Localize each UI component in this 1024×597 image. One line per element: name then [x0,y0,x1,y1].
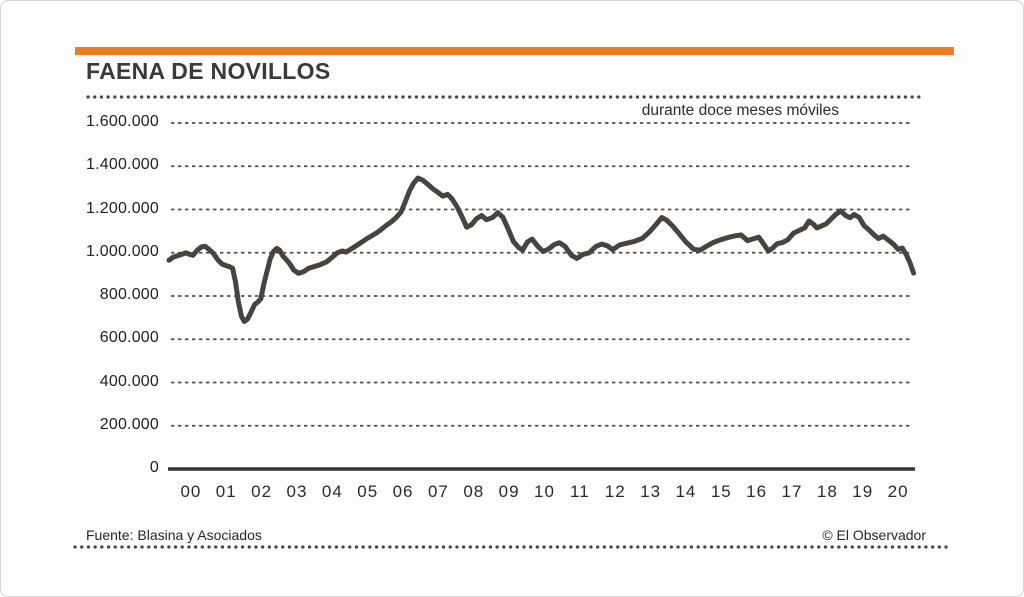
x-tick-label: 04 [321,482,343,501]
chart-subtitle: durante doce meses móviles [641,102,839,119]
y-tick-label: 800.000 [99,286,159,303]
y-tick-label: 1.000.000 [86,242,159,260]
page-title: FAENA DE NOVILLOS [86,58,331,84]
x-tick-label: 02 [251,482,273,501]
credit-note: © El Observador [822,527,926,543]
y-tick-label: 1.600.000 [86,113,159,130]
y-tick-label: 1.400.000 [86,156,159,174]
x-tick-label: 06 [392,482,414,501]
x-tick-label: 20 [887,482,909,501]
y-tick-label: 600.000 [99,329,159,347]
series-line [166,175,917,324]
x-tick-label: 14 [675,482,697,501]
x-tick-label: 07 [427,482,449,501]
y-tick-label: 1.200.000 [86,199,159,217]
x-tick-label: 03 [286,482,308,501]
x-tick-label: 08 [463,482,485,501]
x-tick-label: 16 [746,482,768,501]
x-tick-label: 15 [710,482,732,501]
y-tick-label: 200.000 [99,415,159,433]
x-tick-label: 13 [640,482,662,501]
x-tick-label: 00 [180,482,202,501]
footer-dotted-rule [73,545,954,549]
title-dotted-rule [86,95,926,99]
x-tick-label: 18 [816,482,838,501]
x-tick-label: 10 [534,482,555,501]
x-tick-label: 09 [498,482,520,501]
y-tick-label: 0 [149,459,159,476]
accent-bar [75,47,954,55]
y-tick-label: 400.000 [99,372,159,390]
x-tick-label: 17 [781,482,803,501]
x-tick-label: 12 [604,482,626,501]
source-note: Fuente: Blasina y Asociados [86,527,262,543]
x-tick-label: 01 [215,482,237,501]
x-tick-label: 19 [852,482,874,501]
x-tick-label: 11 [570,482,590,501]
x-tick-label: 05 [357,482,379,501]
